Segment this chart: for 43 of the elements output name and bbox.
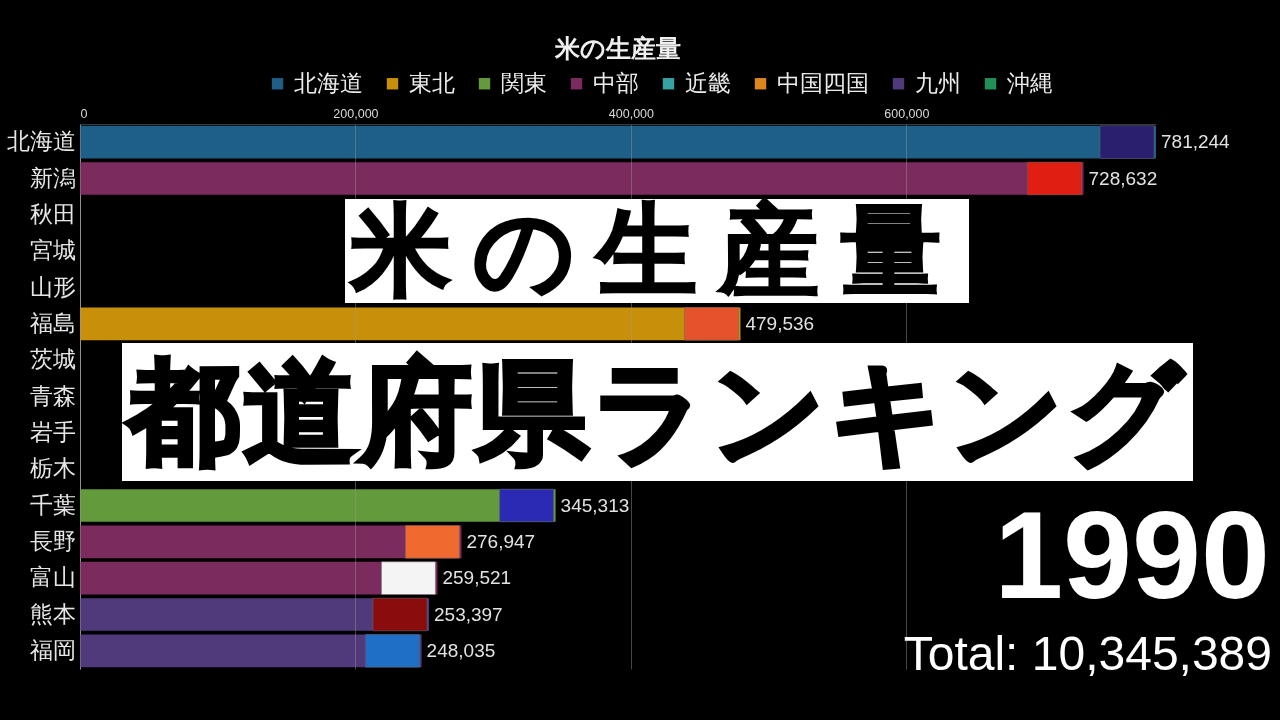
- y-tick-label: 千葉: [29, 491, 76, 518]
- x-tick-label: 400,000: [608, 106, 655, 121]
- data-label: 248,035: [426, 639, 496, 661]
- bar: [80, 307, 741, 341]
- legend-label: 関東: [501, 69, 547, 96]
- data-label: 479,536: [745, 312, 815, 334]
- legend-label: 九州: [915, 69, 961, 96]
- legend-label: 東北: [409, 69, 455, 96]
- bar: [80, 125, 1156, 159]
- chart-title: 米の生産量: [554, 34, 681, 62]
- x-tick-label: 200,000: [333, 106, 379, 121]
- y-tick-label: 山形: [29, 273, 76, 300]
- legend-label: 沖縄: [1007, 69, 1053, 96]
- legend-label: 北海道: [294, 69, 363, 96]
- annotation: 米の生産量: [349, 192, 964, 309]
- data-label: 781,244: [1161, 131, 1231, 153]
- bar: [80, 162, 1084, 195]
- data-label: 253,397: [434, 603, 503, 625]
- annotation: 都道府県ランキング: [122, 343, 1193, 481]
- x-tick-label: 0: [80, 106, 88, 121]
- data-label: 728,632: [1088, 167, 1158, 189]
- annotation: 1990: [994, 486, 1270, 624]
- y-tick-label: 宮城: [29, 237, 76, 264]
- y-tick-label: 岩手: [29, 418, 76, 445]
- y-tick-label: 青森: [29, 382, 76, 409]
- legend-label: 中部: [593, 69, 639, 96]
- y-tick-label: 福島: [29, 309, 76, 336]
- data-label: 259,521: [442, 567, 512, 589]
- legend-label: 中国四国: [777, 69, 869, 96]
- y-tick-label: 長野: [29, 527, 76, 554]
- y-tick-label: 栃木: [29, 455, 76, 482]
- y-tick-label: 福岡: [29, 636, 76, 663]
- y-tick-label: 北海道: [6, 128, 76, 155]
- legend-label: 近畿: [685, 69, 731, 96]
- data-label: 276,947: [466, 530, 536, 552]
- data-label: 345,313: [560, 494, 630, 516]
- y-tick-label: 新潟: [29, 164, 76, 191]
- y-tick-label: 熊本: [29, 600, 76, 627]
- y-tick-label: 秋田: [29, 200, 76, 227]
- y-tick-label: 富山: [29, 564, 76, 591]
- y-tick-label: 茨城: [29, 346, 76, 373]
- x-tick-label: 600,000: [884, 106, 930, 121]
- annotation: Total: 10,345,389: [903, 627, 1272, 681]
